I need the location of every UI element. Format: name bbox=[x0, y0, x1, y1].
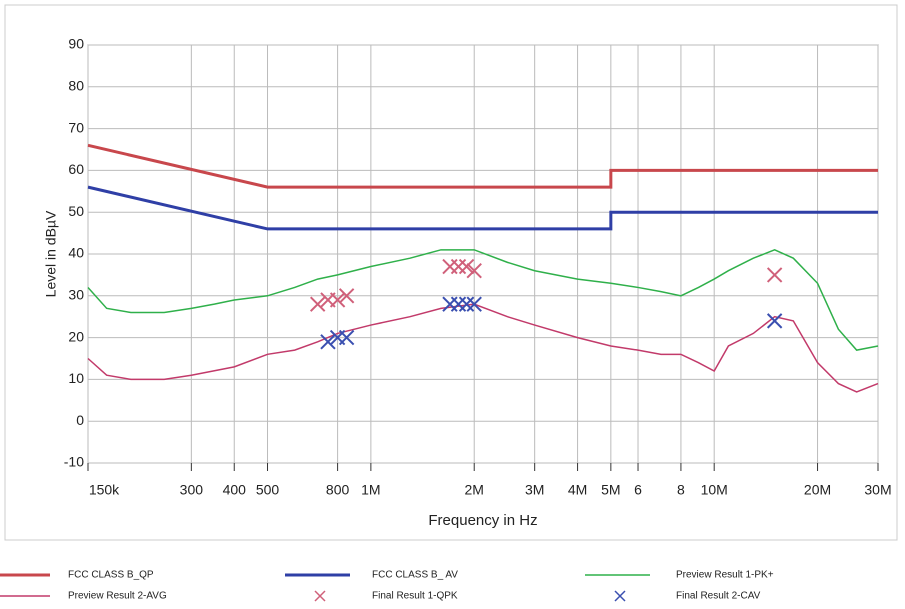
y-tick-label: -10 bbox=[64, 454, 84, 470]
marker bbox=[329, 292, 346, 308]
x-tick-label: 5M bbox=[601, 482, 620, 498]
legend-label: Preview Result 1-PK+ bbox=[676, 570, 774, 581]
y-tick-label: 70 bbox=[68, 119, 84, 135]
marker bbox=[766, 313, 783, 329]
marker bbox=[338, 288, 355, 304]
x-tick-label: 800 bbox=[326, 482, 350, 498]
x-tick-label: 500 bbox=[256, 482, 280, 498]
x-axis-label: Frequency in Hz bbox=[428, 512, 537, 529]
legend-swatch bbox=[314, 590, 326, 602]
x-tick-label: 8 bbox=[677, 482, 685, 498]
legend-label: FCC CLASS B_QP bbox=[68, 570, 154, 581]
x-tick-label: 1M bbox=[361, 482, 380, 498]
y-tick-label: 10 bbox=[68, 370, 84, 386]
y-tick-label: 90 bbox=[68, 36, 84, 52]
marker bbox=[466, 263, 482, 279]
marker bbox=[466, 296, 482, 312]
x-tick-label: 300 bbox=[180, 482, 204, 498]
marker bbox=[458, 296, 475, 312]
x-tick-label: 150k bbox=[89, 482, 120, 498]
marker bbox=[458, 258, 475, 275]
marker bbox=[766, 267, 783, 283]
legend-label: Preview Result 2-AVG bbox=[68, 591, 167, 602]
legend-label: Final Result 2-CAV bbox=[676, 591, 761, 602]
x-tick-label: 6 bbox=[634, 482, 642, 498]
series-line bbox=[87, 303, 879, 393]
x-tick-label: 20M bbox=[804, 482, 831, 498]
series-line bbox=[87, 143, 878, 189]
y-tick-label: 40 bbox=[68, 245, 84, 261]
y-tick-label: 0 bbox=[76, 412, 84, 428]
y-tick-label: 80 bbox=[68, 78, 84, 94]
x-tick-label: 10M bbox=[701, 482, 728, 498]
y-tick-label: 50 bbox=[68, 203, 84, 219]
legend-label: FCC CLASS B_ AV bbox=[372, 570, 458, 581]
y-tick-label: 60 bbox=[68, 161, 84, 177]
x-tick-label: 30M bbox=[864, 482, 891, 498]
legend-label: Final Result 1-QPK bbox=[372, 591, 458, 602]
series-line bbox=[87, 249, 879, 351]
y-tick-label: 20 bbox=[68, 328, 84, 344]
x-tick-label: 400 bbox=[223, 482, 247, 498]
x-tick-label: 2M bbox=[464, 482, 483, 498]
marker bbox=[309, 296, 326, 312]
y-axis-label: Level in dBµV bbox=[43, 210, 59, 297]
series-line bbox=[87, 185, 878, 231]
y-tick-label: 30 bbox=[68, 287, 84, 303]
x-tick-label: 3M bbox=[525, 482, 544, 498]
legend-swatch bbox=[614, 590, 626, 602]
x-tick-label: 4M bbox=[568, 482, 587, 498]
marker bbox=[320, 334, 336, 350]
marker bbox=[338, 329, 355, 346]
